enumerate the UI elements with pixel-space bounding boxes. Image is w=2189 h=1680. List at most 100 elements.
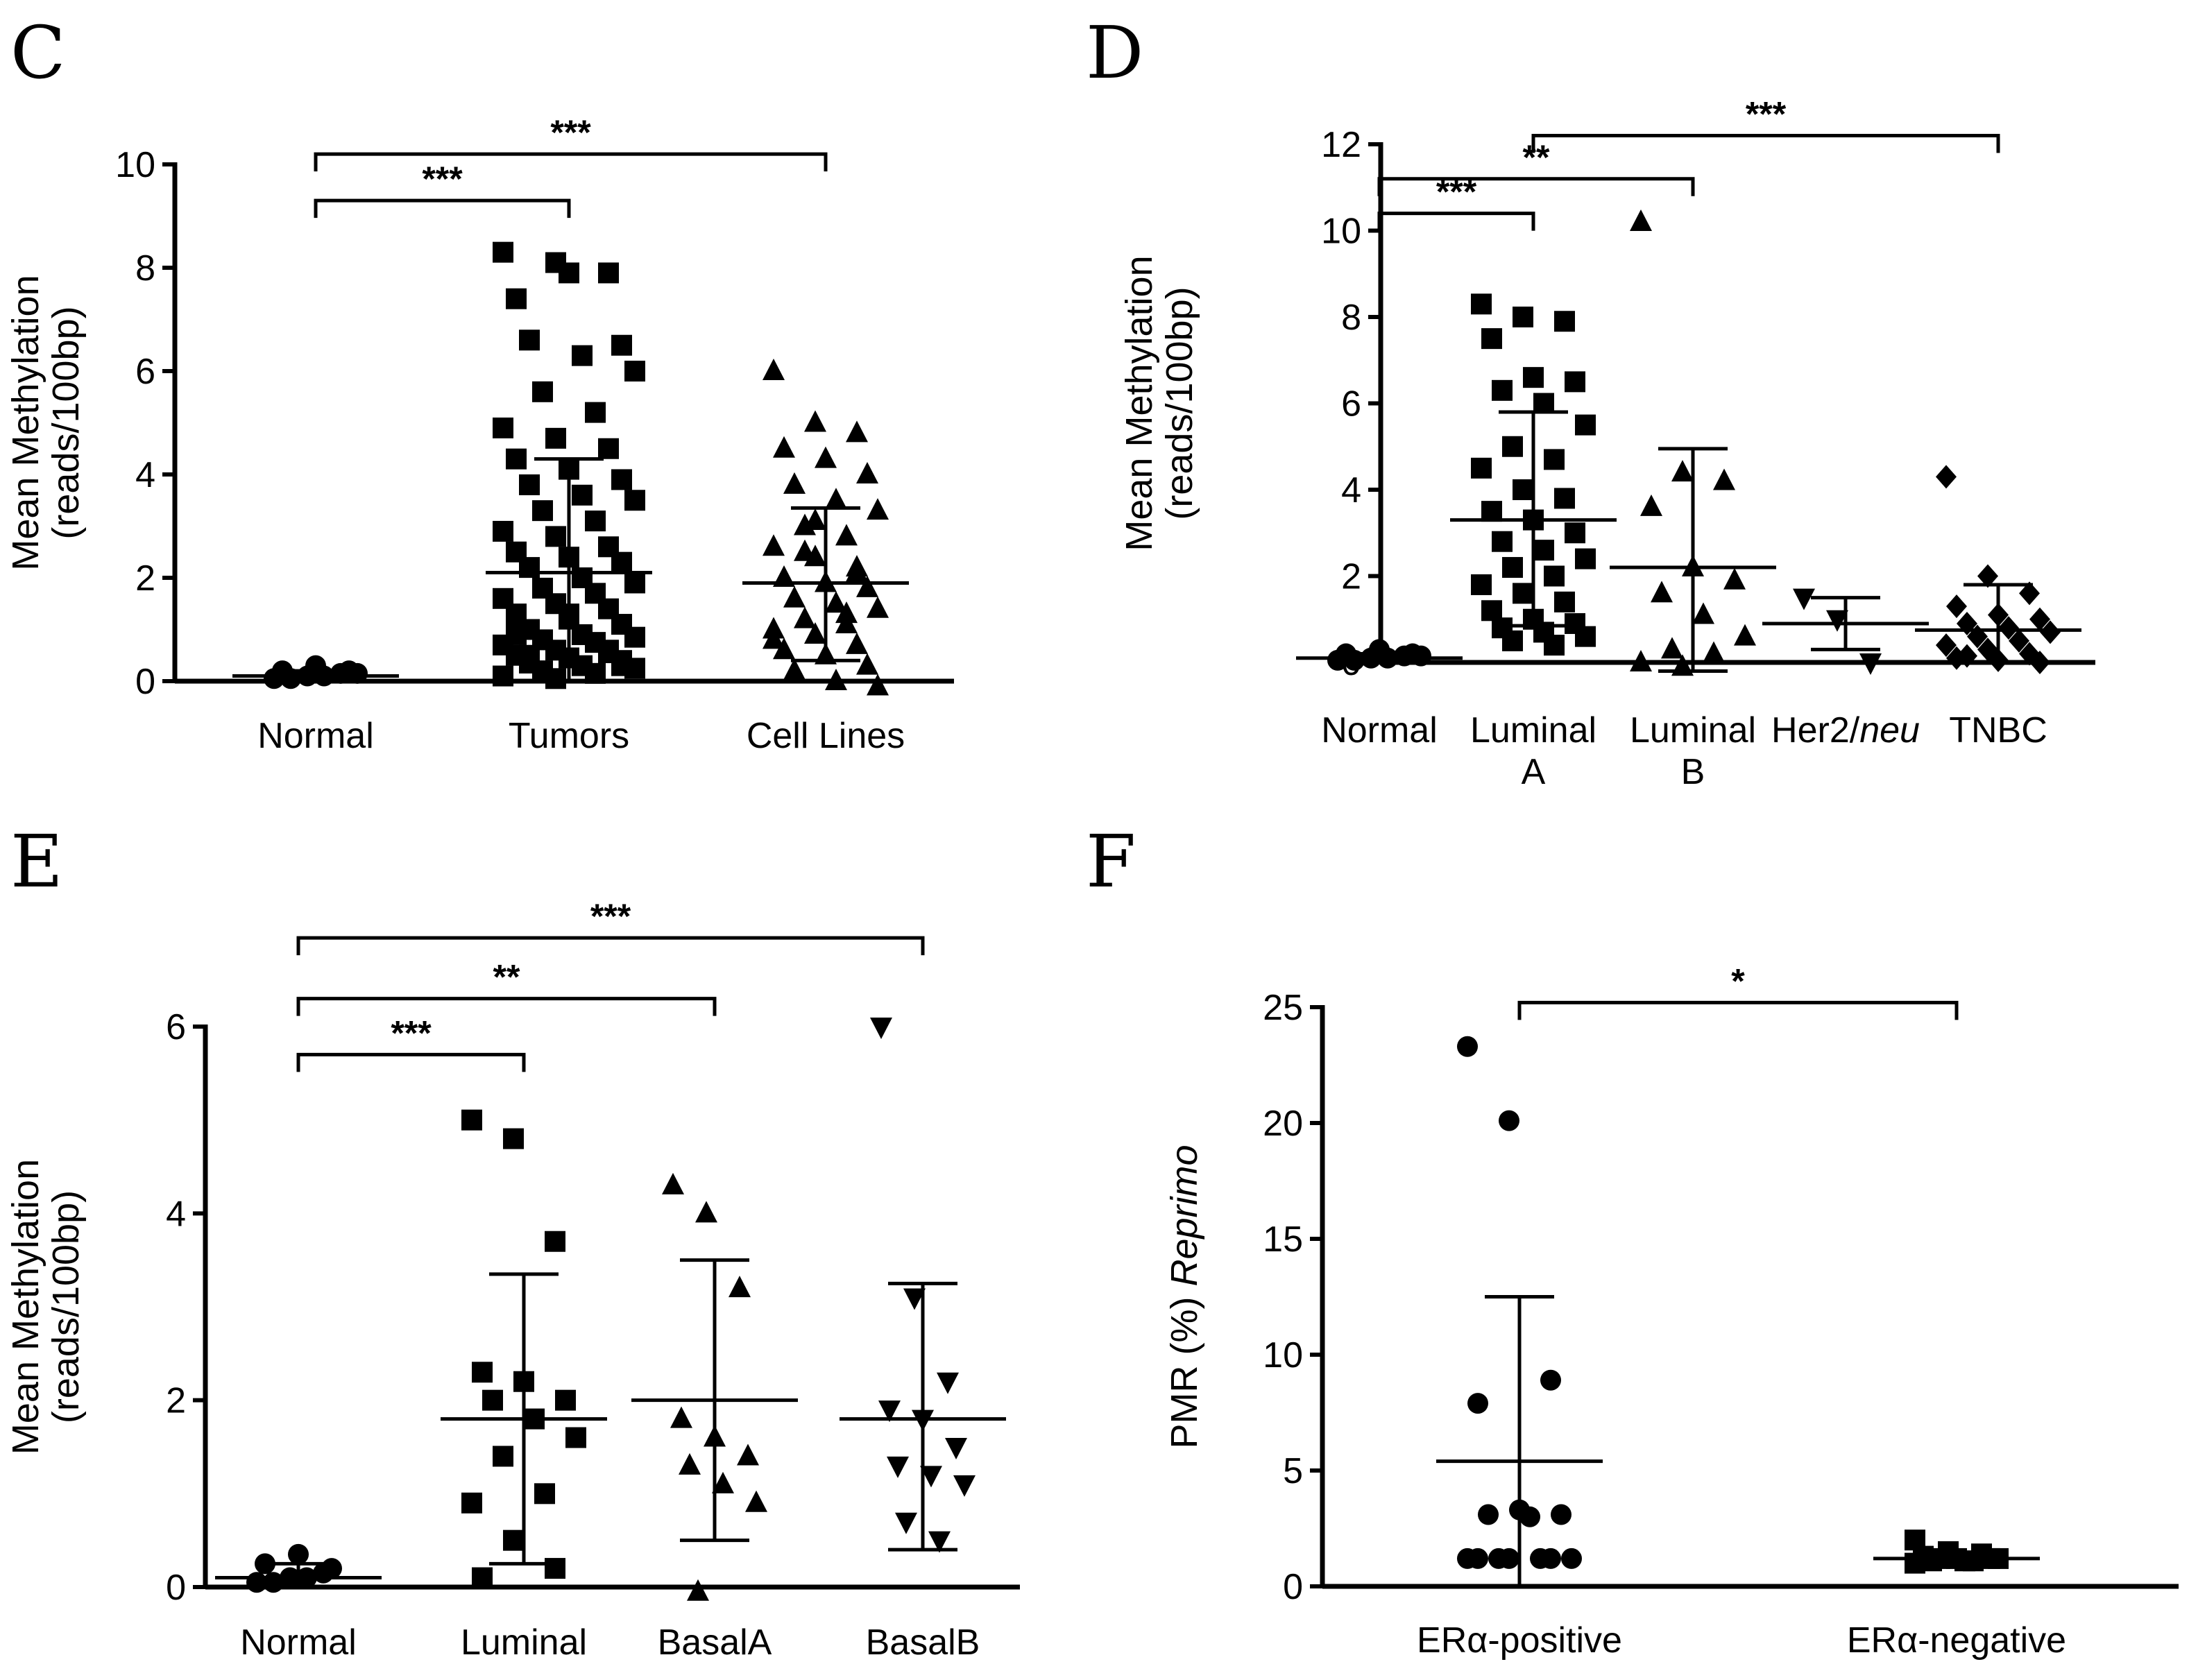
- data-point: [1651, 581, 1673, 603]
- data-point: [472, 1567, 493, 1588]
- data-point: [611, 551, 632, 573]
- significance-label: **: [493, 958, 520, 997]
- data-point: [856, 575, 878, 597]
- data-point: [920, 1466, 942, 1488]
- data-point: [611, 469, 632, 490]
- panel-e-letter: E: [10, 819, 63, 904]
- significance-bracket: [1377, 177, 1695, 196]
- data-point: [598, 438, 619, 459]
- data-point: [624, 626, 645, 648]
- significance-label: **: [1523, 138, 1550, 177]
- data-point: [2019, 581, 2040, 606]
- data-point: [572, 345, 593, 366]
- data-point: [1565, 522, 1585, 544]
- data-point: [1481, 328, 1502, 350]
- y-axis-label-line: (reads/100bp): [45, 1190, 87, 1423]
- data-point: [545, 427, 566, 449]
- y-axis-label: Mean Methylation(reads/100bp): [5, 1159, 87, 1455]
- y-axis-label-line: Mean Methylation: [5, 1159, 46, 1455]
- category-label: Her2/neu: [1771, 710, 1920, 751]
- category-label: Luminal: [1470, 710, 1596, 751]
- data-point: [1471, 457, 1492, 479]
- data-point: [1723, 567, 1746, 590]
- data-point: [945, 1438, 967, 1459]
- data-point: [493, 665, 513, 687]
- data-point: [1519, 1506, 1540, 1527]
- data-point: [794, 606, 816, 628]
- data-point: [804, 622, 826, 644]
- data-point: [712, 1471, 734, 1493]
- data-point: [534, 1483, 555, 1505]
- data-point: [1467, 1393, 1488, 1414]
- data-point: [763, 359, 785, 380]
- data-point: [729, 1276, 751, 1298]
- data-point: [867, 596, 889, 618]
- category-label-greek: α: [1467, 1620, 1488, 1661]
- category-label-italic: neu: [1859, 710, 1920, 751]
- data-point: [1499, 1548, 1519, 1569]
- data-point: [1554, 488, 1575, 509]
- data-point: [1544, 635, 1565, 656]
- data-point: [611, 655, 632, 676]
- y-tick-label: 6: [166, 1007, 186, 1047]
- data-point: [493, 241, 513, 263]
- y-tick-label: 0: [135, 662, 155, 702]
- data-point: [763, 534, 785, 556]
- y-axis-label-line: (reads/100bp): [45, 306, 87, 539]
- data-point: [555, 1389, 576, 1411]
- data-point: [1502, 630, 1523, 651]
- data-point: [1492, 531, 1513, 552]
- significance-bracket: [1517, 1000, 1959, 1020]
- y-tick-label: 2: [166, 1381, 186, 1421]
- data-point: [321, 1558, 342, 1579]
- data-point: [825, 488, 847, 510]
- data-point: [856, 653, 878, 675]
- panel-f-letter: F: [1086, 819, 1136, 904]
- y-tick-label: 6: [135, 352, 155, 392]
- data-point: [532, 500, 553, 522]
- data-point: [937, 1372, 959, 1394]
- data-point: [745, 1490, 767, 1512]
- data-point: [825, 669, 847, 690]
- category-label-prefix: ER: [1417, 1620, 1467, 1661]
- y-tick-label: 10: [1321, 212, 1361, 252]
- data-point: [763, 627, 785, 649]
- data-point: [1499, 1110, 1519, 1131]
- data-point: [1998, 616, 2019, 640]
- y-tick-label: 8: [135, 248, 155, 289]
- data-point: [482, 1389, 503, 1411]
- data-point: [2029, 651, 2050, 674]
- data-point: [1793, 588, 1815, 610]
- significance-bracket: [314, 152, 828, 172]
- data-point: [846, 632, 868, 654]
- data-point: [506, 288, 527, 309]
- data-point: [846, 560, 868, 582]
- data-point: [1977, 564, 1998, 588]
- category-label: BasalA: [658, 1622, 772, 1663]
- data-point: [953, 1475, 976, 1497]
- data-point: [804, 410, 826, 432]
- data-point: [870, 1018, 892, 1039]
- y-tick-label: 15: [1263, 1219, 1303, 1260]
- data-point: [687, 1579, 709, 1601]
- category-label: Normal: [240, 1622, 357, 1663]
- category-label: Cell Lines: [747, 716, 905, 756]
- category-label: Tumors: [509, 716, 629, 756]
- data-point: [585, 511, 606, 532]
- panel-c: C 0 2 4 6 8 10 Mean Methylation(reads/100bp) No…: [5, 10, 954, 756]
- category-label-prefix: ER: [1847, 1620, 1897, 1661]
- data-point: [835, 524, 858, 546]
- panel-e: E 0 2 4 6 Mean Methylation(reads/100bp) Norma…: [5, 819, 1020, 1663]
- data-point: [1936, 633, 1957, 658]
- y-tick-label: 10: [115, 145, 155, 185]
- data-point: [895, 1512, 917, 1534]
- data-point: [1502, 436, 1523, 457]
- data-point: [624, 361, 645, 382]
- significance-label: ***: [391, 1013, 432, 1052]
- data-point: [519, 474, 540, 495]
- data-point: [1575, 626, 1596, 647]
- data-point: [2029, 607, 2050, 631]
- data-point: [1513, 307, 1533, 327]
- data-point: [585, 402, 606, 423]
